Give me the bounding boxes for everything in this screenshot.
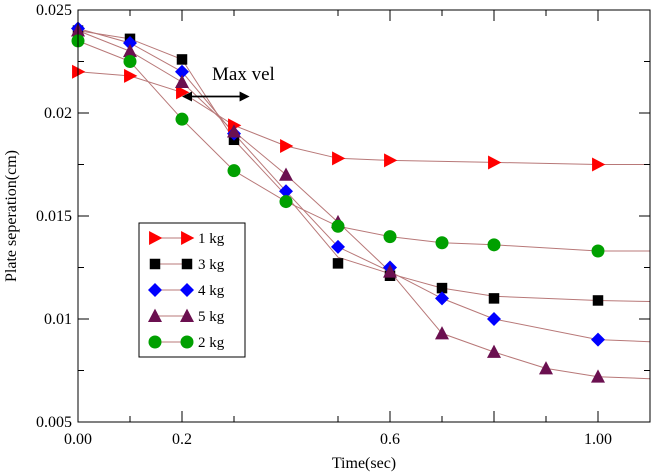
series-line-5-kg bbox=[77, 30, 651, 380]
legend-entry-5-kg: 5 kg bbox=[148, 308, 225, 325]
x-tick-label: 0.2 bbox=[172, 431, 192, 448]
legend-marker bbox=[148, 308, 162, 322]
legend-marker bbox=[180, 283, 194, 297]
legend-marker bbox=[149, 258, 161, 270]
data-point-5-kg bbox=[279, 167, 293, 181]
y-tick-label: 0.005 bbox=[36, 414, 72, 431]
max-vel-annotation: Max vel bbox=[182, 64, 275, 102]
legend-marker bbox=[181, 231, 195, 245]
data-point-2-kg bbox=[331, 219, 345, 233]
y-tick-label: 0.015 bbox=[36, 208, 72, 225]
x-tick-label: 1.00 bbox=[584, 431, 612, 448]
data-point-2-kg bbox=[175, 112, 189, 126]
data-point-2-kg bbox=[227, 164, 241, 178]
y-axis-title: Plate seperation(cm) bbox=[3, 150, 20, 282]
data-point-3-kg bbox=[332, 258, 344, 269]
x-axis-title: Time(sec) bbox=[332, 455, 396, 472]
data-point-1-kg bbox=[488, 155, 502, 170]
data-point-4-kg bbox=[435, 291, 449, 306]
legend-marker bbox=[180, 335, 194, 349]
data-point-4-kg bbox=[175, 64, 189, 79]
data-point-1-kg bbox=[124, 68, 138, 83]
y-tick-label: 0.01 bbox=[44, 311, 72, 328]
legend-entry-2-kg: 2 kg bbox=[148, 335, 225, 351]
data-point-1-kg bbox=[592, 157, 606, 172]
series-line-2-kg bbox=[77, 40, 650, 252]
data-point-4-kg bbox=[591, 332, 605, 347]
data-point-2-kg bbox=[383, 230, 397, 244]
legend-label: 1 kg bbox=[198, 231, 225, 247]
y-tick-labels: 0.005 0.01 0.015 0.02 0.025 bbox=[36, 2, 72, 431]
series-line-1-kg bbox=[77, 71, 650, 165]
x-tick-label: 0.6 bbox=[380, 431, 400, 448]
data-point-1-kg bbox=[176, 85, 190, 100]
data-point-5-kg bbox=[227, 124, 241, 138]
data-point-5-kg bbox=[123, 43, 137, 58]
legend-entry-1-kg: 1 kg bbox=[149, 231, 225, 247]
data-point-5-kg bbox=[539, 361, 553, 375]
ticks-layer bbox=[77, 9, 651, 423]
data-point-2-kg bbox=[279, 195, 293, 209]
legend-marker bbox=[148, 283, 162, 297]
data-point-1-kg bbox=[228, 118, 242, 133]
arrow-head-left-icon bbox=[182, 91, 192, 102]
legend-label: 2 kg bbox=[198, 335, 225, 351]
data-point-5-kg bbox=[487, 344, 501, 358]
data-point-2-kg bbox=[435, 236, 449, 250]
y-tick-label: 0.02 bbox=[44, 105, 72, 122]
legend-entry-4-kg: 4 kg bbox=[148, 283, 225, 299]
data-point-5-kg bbox=[591, 369, 605, 383]
data-point-2-kg bbox=[487, 238, 501, 252]
legend-marker bbox=[148, 335, 162, 349]
legend-marker bbox=[180, 308, 194, 322]
legend-label: 4 kg bbox=[198, 283, 225, 299]
x-tick-label: 0.00 bbox=[64, 431, 92, 448]
data-point-4-kg bbox=[487, 312, 501, 326]
x-tick-labels: 0.00 0.2 0.6 1.00 bbox=[64, 431, 612, 448]
data-point-1-kg bbox=[384, 153, 398, 168]
data-point-3-kg bbox=[592, 295, 604, 306]
annotation-label: Max vel bbox=[212, 64, 275, 85]
series-line-3-kg bbox=[77, 30, 651, 302]
legend-label: 3 kg bbox=[198, 257, 225, 273]
data-point-5-kg bbox=[435, 326, 449, 340]
data-point-4-kg bbox=[123, 35, 137, 50]
legend-entry-3-kg: 3 kg bbox=[149, 257, 225, 273]
markers-layer bbox=[71, 21, 606, 383]
legend-marker bbox=[181, 258, 193, 270]
data-point-4-kg bbox=[331, 239, 345, 254]
data-point-4-kg bbox=[279, 184, 293, 199]
data-point-2-kg bbox=[591, 244, 605, 258]
y-tick-label: 0.025 bbox=[36, 2, 72, 19]
data-point-3-kg bbox=[436, 282, 448, 294]
data-point-1-kg bbox=[280, 138, 294, 153]
legend: 1 kg 3 kg 4 kg 5 kg 2 kg bbox=[138, 222, 246, 358]
data-point-2-kg bbox=[123, 55, 137, 68]
data-point-5-kg bbox=[383, 264, 397, 278]
data-point-5-kg bbox=[175, 74, 189, 89]
arrow-head-right-icon bbox=[239, 91, 250, 102]
legend-label: 5 kg bbox=[198, 309, 225, 325]
data-point-3-kg bbox=[488, 293, 500, 304]
data-point-3-kg bbox=[176, 54, 188, 65]
data-point-1-kg bbox=[332, 151, 346, 166]
legend-marker bbox=[149, 231, 163, 245]
data-point-1-kg bbox=[72, 64, 86, 79]
